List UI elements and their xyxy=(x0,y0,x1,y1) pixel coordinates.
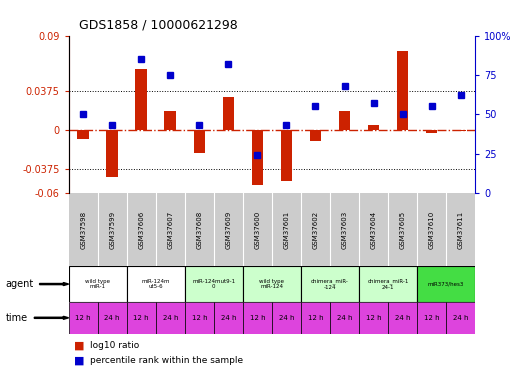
Bar xyxy=(339,111,351,130)
Text: GDS1858 / 10000621298: GDS1858 / 10000621298 xyxy=(79,19,238,32)
Text: miR-124mut9-1
0: miR-124mut9-1 0 xyxy=(192,279,235,290)
Text: 24 h: 24 h xyxy=(337,315,352,321)
Bar xyxy=(426,130,437,133)
Bar xyxy=(127,266,185,302)
Bar xyxy=(106,130,118,177)
Text: time: time xyxy=(5,313,27,323)
Bar xyxy=(359,302,388,334)
Bar xyxy=(455,130,467,131)
Text: ■: ■ xyxy=(74,340,84,351)
Bar xyxy=(243,266,301,302)
Text: 12 h: 12 h xyxy=(424,315,439,321)
Text: miR373/hes3: miR373/hes3 xyxy=(428,282,464,286)
Text: agent: agent xyxy=(5,279,34,289)
Bar xyxy=(156,302,185,334)
Bar xyxy=(309,130,321,141)
Bar xyxy=(272,193,301,266)
Text: GSM37600: GSM37600 xyxy=(254,210,260,249)
Text: miR-124m
ut5-6: miR-124m ut5-6 xyxy=(142,279,170,290)
Bar xyxy=(127,193,156,266)
Bar xyxy=(214,302,243,334)
Bar xyxy=(69,266,127,302)
Text: GSM37608: GSM37608 xyxy=(196,210,202,249)
Text: 24 h: 24 h xyxy=(221,315,236,321)
Bar xyxy=(388,302,417,334)
Text: log10 ratio: log10 ratio xyxy=(90,341,139,350)
Text: 24 h: 24 h xyxy=(395,315,410,321)
Bar xyxy=(417,302,446,334)
Bar xyxy=(98,193,127,266)
Bar xyxy=(330,193,359,266)
Text: GSM37607: GSM37607 xyxy=(167,210,173,249)
Bar xyxy=(280,130,292,180)
Text: 12 h: 12 h xyxy=(250,315,265,321)
Text: GSM37602: GSM37602 xyxy=(313,211,318,249)
Bar xyxy=(301,266,359,302)
Text: GSM37603: GSM37603 xyxy=(342,210,347,249)
Bar xyxy=(185,266,243,302)
Text: GSM37605: GSM37605 xyxy=(400,211,406,249)
Bar xyxy=(359,266,417,302)
Text: chimera_miR-1
24-1: chimera_miR-1 24-1 xyxy=(367,278,409,290)
Bar xyxy=(301,302,330,334)
Text: wild type
miR-124: wild type miR-124 xyxy=(259,279,285,290)
Bar xyxy=(156,193,185,266)
Bar xyxy=(367,125,379,130)
Bar xyxy=(223,96,234,130)
Bar xyxy=(301,193,330,266)
Text: wild type
miR-1: wild type miR-1 xyxy=(85,279,110,290)
Bar xyxy=(417,266,475,302)
Bar xyxy=(388,193,417,266)
Bar xyxy=(251,130,263,185)
Text: 24 h: 24 h xyxy=(163,315,178,321)
Bar xyxy=(193,130,205,153)
Bar xyxy=(243,193,272,266)
Bar xyxy=(446,193,475,266)
Bar xyxy=(98,302,127,334)
Bar xyxy=(330,302,359,334)
Bar xyxy=(69,193,98,266)
Text: GSM37606: GSM37606 xyxy=(138,210,144,249)
Text: 12 h: 12 h xyxy=(76,315,91,321)
Bar xyxy=(185,302,214,334)
Text: 12 h: 12 h xyxy=(366,315,381,321)
Text: 12 h: 12 h xyxy=(192,315,207,321)
Text: chimera_miR-
-124: chimera_miR- -124 xyxy=(311,278,349,290)
Text: GSM37598: GSM37598 xyxy=(80,211,86,249)
Text: GSM37601: GSM37601 xyxy=(284,210,289,249)
Bar xyxy=(127,302,156,334)
Bar xyxy=(417,193,446,266)
Text: 24 h: 24 h xyxy=(279,315,294,321)
Text: GSM37610: GSM37610 xyxy=(429,210,435,249)
Text: ■: ■ xyxy=(74,356,84,366)
Text: GSM37599: GSM37599 xyxy=(109,211,115,249)
Bar xyxy=(359,193,388,266)
Text: GSM37604: GSM37604 xyxy=(371,211,376,249)
Text: GSM37611: GSM37611 xyxy=(458,210,464,249)
Bar xyxy=(397,51,409,130)
Bar xyxy=(78,130,89,138)
Text: 12 h: 12 h xyxy=(134,315,149,321)
Bar xyxy=(185,193,214,266)
Bar xyxy=(243,302,272,334)
Bar xyxy=(135,69,147,130)
Text: 24 h: 24 h xyxy=(105,315,120,321)
Text: GSM37609: GSM37609 xyxy=(225,210,231,249)
Text: 12 h: 12 h xyxy=(308,315,323,321)
Bar xyxy=(214,193,243,266)
Text: percentile rank within the sample: percentile rank within the sample xyxy=(90,356,243,365)
Bar xyxy=(69,302,98,334)
Bar xyxy=(446,302,475,334)
Text: 24 h: 24 h xyxy=(453,315,468,321)
Bar xyxy=(272,302,301,334)
Bar xyxy=(164,111,176,130)
